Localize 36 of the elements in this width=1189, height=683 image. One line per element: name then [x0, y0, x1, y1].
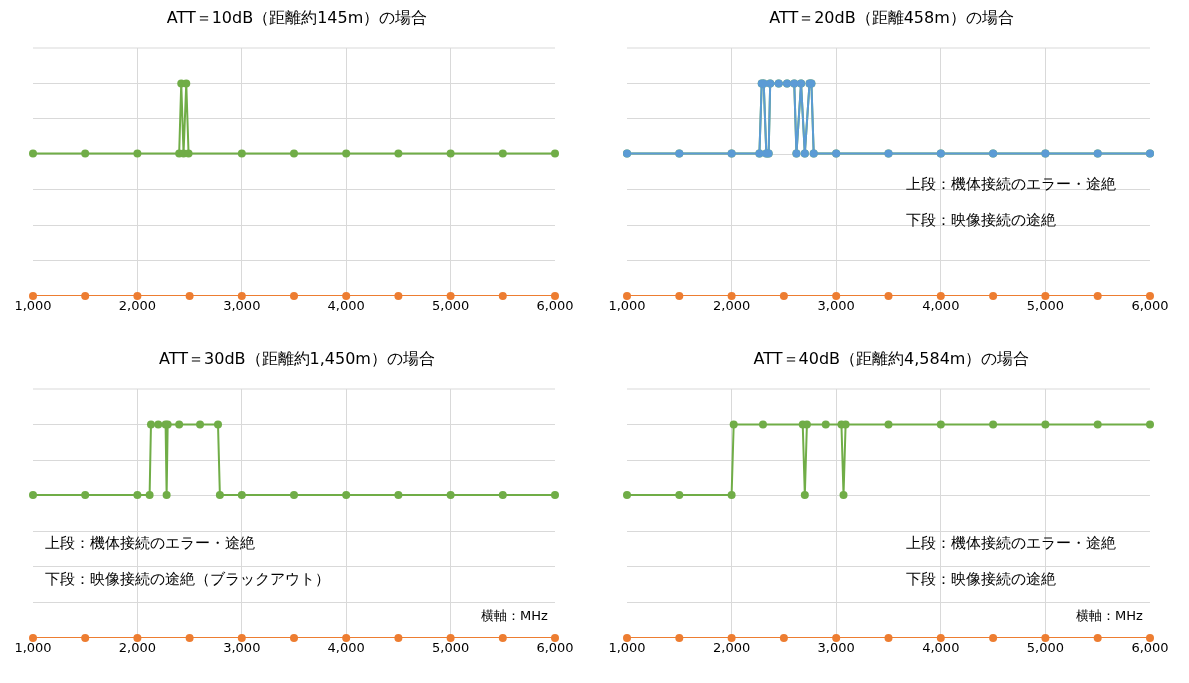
annotation: 横軸：MHz — [1076, 608, 1143, 623]
x-tick-label: 2,000 — [712, 640, 751, 655]
chart-title: ATT＝20dB（距離458m）の場合 — [769, 8, 1014, 28]
x-tick-label: 1,000 — [608, 298, 646, 313]
x-tick-label: 3,000 — [223, 640, 261, 655]
x-tick-label: 5,000 — [431, 640, 470, 655]
x-tick-label: 1,000 — [608, 640, 646, 655]
x-tick-label: 6,000 — [536, 298, 574, 313]
chart-title: ATT＝40dB（距離約4,584m）の場合 — [753, 349, 1030, 369]
x-tick-label: 2,000 — [712, 298, 751, 313]
x-tick-label: 6,000 — [1131, 298, 1169, 313]
x-tick-label: 4,000 — [922, 640, 960, 655]
x-tick-label: 1,000 — [14, 298, 52, 313]
x-tick-label: 5,000 — [1026, 640, 1065, 655]
chart-title: ATT＝30dB（距離約1,450m）の場合 — [159, 349, 435, 369]
x-tick-label: 2,000 — [118, 640, 157, 655]
x-tick-label: 4,000 — [327, 640, 365, 655]
x-tick-label: 3,000 — [817, 640, 855, 655]
annotation: 上段：機体接続のエラー・途絶 — [906, 534, 1116, 552]
x-tick-label: 3,000 — [817, 298, 855, 313]
annotation: 横軸：MHz — [481, 608, 548, 623]
x-tick-label: 4,000 — [922, 298, 960, 313]
annotation: 下段：映像接続の途絶 — [906, 570, 1056, 588]
x-tick-label: 4,000 — [327, 298, 365, 313]
x-tick-label: 5,000 — [1026, 298, 1065, 313]
x-tick-label: 6,000 — [1131, 640, 1169, 655]
x-tick-label: 6,000 — [536, 640, 574, 655]
annotation: 上段：機体接続のエラー・途絶 — [45, 534, 255, 552]
x-tick-label: 5,000 — [431, 298, 470, 313]
annotation: 下段：映像接続の途絶（ブラックアウト） — [45, 570, 330, 588]
annotation: 上段：機体接続のエラー・途絶 — [906, 175, 1116, 193]
x-tick-label: 3,000 — [223, 298, 261, 313]
x-tick-label: 1,000 — [14, 640, 52, 655]
annotation: 下段：映像接続の途絶 — [906, 211, 1056, 229]
chart-title: ATT＝10dB（距離約145m）の場合 — [166, 8, 428, 28]
x-tick-label: 2,000 — [118, 298, 157, 313]
